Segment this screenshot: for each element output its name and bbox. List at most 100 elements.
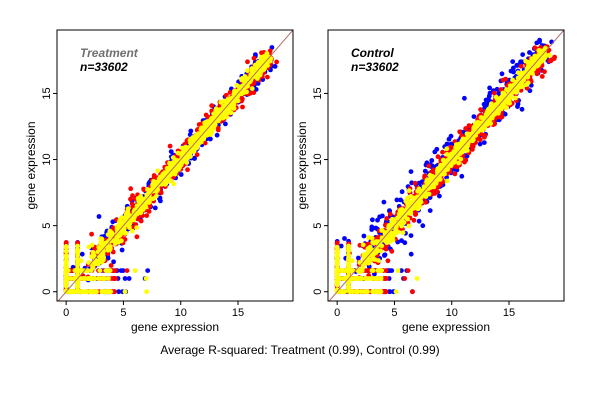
point-outer — [429, 158, 435, 163]
x-tick-label: 10 — [446, 307, 458, 319]
point-inner — [232, 99, 237, 105]
point-outer — [168, 149, 174, 155]
point-inner — [63, 288, 69, 294]
point-inner — [489, 106, 495, 111]
point-outer — [422, 168, 428, 174]
point-middle — [491, 90, 497, 96]
point-middle — [405, 268, 411, 273]
point-middle — [542, 69, 547, 75]
point-inner — [525, 67, 531, 73]
point-middle — [144, 213, 150, 219]
point-middle — [130, 193, 135, 199]
point-inner — [376, 258, 381, 263]
panel-treatment: 0 5 10 15 0 5 10 15 gene expression gene expressi… — [24, 29, 294, 334]
point-inner — [359, 268, 365, 273]
point-outer — [387, 208, 392, 214]
point-inner — [375, 248, 381, 254]
points-group — [328, 30, 564, 301]
point-inner — [370, 289, 376, 295]
point-middle — [251, 80, 257, 86]
point-middle — [167, 143, 173, 149]
point-inner — [458, 156, 464, 162]
point-inner — [244, 89, 250, 95]
point-middle — [539, 74, 545, 79]
point-inner — [255, 76, 260, 81]
point-inner — [490, 112, 496, 118]
point-middle — [412, 180, 418, 186]
point-inner — [426, 191, 432, 197]
point-inner — [444, 178, 450, 184]
point-outer — [126, 276, 132, 281]
point-inner — [541, 51, 547, 57]
point-outer — [483, 97, 489, 103]
point-inner — [370, 256, 376, 261]
y-tick-label: 0 — [41, 289, 53, 295]
point-inner — [346, 284, 351, 290]
panel-title: Treatment — [80, 46, 139, 60]
point-outer — [214, 132, 220, 138]
point-outer — [79, 251, 85, 257]
caption: Average R-squared: Treatment (0.99), Con… — [160, 343, 440, 357]
point-inner — [75, 250, 80, 256]
point-inner — [153, 193, 159, 199]
point-inner — [413, 205, 419, 211]
point-inner — [369, 235, 375, 241]
point-outer — [416, 218, 422, 224]
point-inner — [138, 199, 144, 205]
point-inner — [453, 153, 459, 159]
point-outer — [399, 238, 404, 244]
point-inner — [241, 82, 246, 88]
point-inner — [456, 160, 461, 166]
y-tick-label: 5 — [41, 223, 53, 229]
point-inner — [427, 185, 433, 191]
point-inner — [525, 60, 531, 65]
point-inner — [470, 131, 476, 137]
point-inner — [172, 171, 178, 177]
point-outer — [338, 243, 344, 249]
point-middle — [245, 59, 250, 65]
point-inner — [532, 53, 538, 59]
point-inner — [376, 289, 382, 295]
point-inner — [366, 276, 372, 281]
point-middle — [209, 103, 215, 108]
point-middle — [267, 48, 273, 54]
point-outer — [399, 189, 405, 195]
point-inner — [63, 254, 69, 259]
point-inner — [370, 268, 376, 273]
point-inner — [454, 142, 459, 147]
point-middle — [151, 173, 157, 178]
point-inner — [395, 268, 401, 273]
point-outer — [459, 173, 465, 179]
point-middle — [274, 59, 279, 65]
point-middle — [477, 137, 483, 143]
point-middle — [462, 159, 467, 165]
point-inner — [125, 209, 131, 215]
point-inner — [444, 146, 450, 152]
point-outer — [116, 289, 122, 295]
point-inner — [363, 259, 369, 264]
point-outer — [381, 199, 387, 205]
point-middle — [438, 182, 443, 188]
point-inner — [171, 181, 177, 187]
point-inner — [360, 242, 366, 248]
point-outer — [111, 259, 116, 265]
point-inner — [346, 257, 351, 262]
point-middle — [448, 144, 454, 150]
point-outer — [520, 52, 526, 57]
panel-control: 0 5 10 15 0 5 10 15 gene expression gene expressi… — [295, 29, 565, 334]
point-middle — [240, 104, 245, 110]
point-inner — [106, 276, 111, 281]
point-inner — [242, 74, 248, 79]
point-middle — [265, 74, 270, 80]
point-middle — [440, 149, 445, 155]
point-inner — [371, 276, 377, 281]
point-middle — [227, 90, 233, 95]
point-inner — [341, 289, 346, 295]
point-inner — [389, 219, 395, 225]
point-inner — [378, 276, 384, 281]
point-inner — [386, 223, 392, 228]
point-inner — [516, 83, 521, 89]
point-inner — [264, 59, 269, 65]
point-outer — [448, 133, 454, 139]
